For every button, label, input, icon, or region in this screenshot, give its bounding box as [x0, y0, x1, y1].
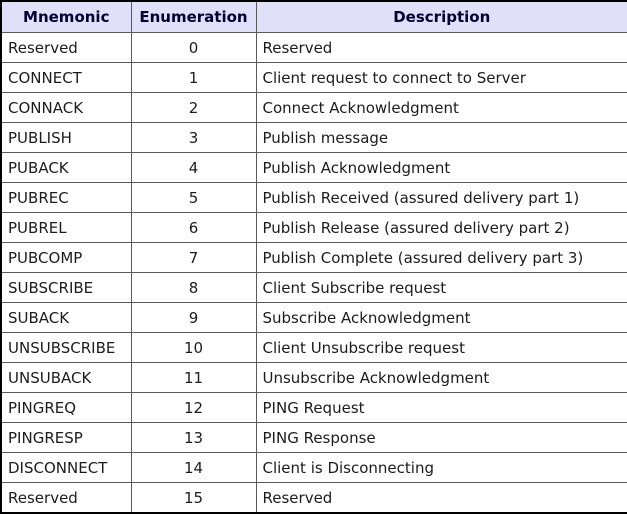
- description-cell: Publish message: [255, 122, 627, 153]
- enumeration-cell: 0: [130, 32, 257, 63]
- mnemonic-cell: PUBREC: [0, 182, 132, 213]
- table-row: CONNACK 2 Connect Acknowledgment: [0, 92, 627, 123]
- mnemonic-cell: SUBACK: [0, 302, 132, 333]
- table-row: SUBACK 9 Subscribe Acknowledgment: [0, 302, 627, 333]
- enumeration-cell: 11: [130, 362, 257, 393]
- description-cell: Unsubscribe Acknowledgment: [255, 362, 627, 393]
- mnemonic-cell: CONNECT: [0, 62, 132, 93]
- mnemonic-cell: CONNACK: [0, 92, 132, 123]
- enumeration-cell: 5: [130, 182, 257, 213]
- table-row: UNSUBSCRIBE 10 Client Unsubscribe reques…: [0, 332, 627, 363]
- column-header-mnemonic: Mnemonic: [0, 0, 132, 33]
- table-row: DISCONNECT 14 Client is Disconnecting: [0, 452, 627, 483]
- description-cell: PING Request: [255, 392, 627, 423]
- table-row: Reserved 0 Reserved: [0, 32, 627, 63]
- description-cell: Client Subscribe request: [255, 272, 627, 303]
- mnemonic-cell: Reserved: [0, 482, 132, 514]
- mnemonic-cell: PINGREQ: [0, 392, 132, 423]
- table-row: PUBREC 5 Publish Received (assured deliv…: [0, 182, 627, 213]
- enumeration-cell: 10: [130, 332, 257, 363]
- table-row: PUBREL 6 Publish Release (assured delive…: [0, 212, 627, 243]
- enumeration-cell: 15: [130, 482, 257, 514]
- enumeration-cell: 6: [130, 212, 257, 243]
- description-cell: Client request to connect to Server: [255, 62, 627, 93]
- table-row: PUBLISH 3 Publish message: [0, 122, 627, 153]
- mnemonic-cell: PINGRESP: [0, 422, 132, 453]
- table-row: UNSUBACK 11 Unsubscribe Acknowledgment: [0, 362, 627, 393]
- enumeration-cell: 3: [130, 122, 257, 153]
- description-cell: Connect Acknowledgment: [255, 92, 627, 123]
- mnemonic-cell: PUBLISH: [0, 122, 132, 153]
- description-cell: Publish Release (assured delivery part 2…: [255, 212, 627, 243]
- enumeration-cell: 9: [130, 302, 257, 333]
- description-cell: Publish Acknowledgment: [255, 152, 627, 183]
- enumeration-cell: 1: [130, 62, 257, 93]
- table-body: Reserved 0 Reserved CONNECT 1 Client req…: [0, 32, 627, 514]
- mnemonic-cell: PUBACK: [0, 152, 132, 183]
- enumeration-cell: 13: [130, 422, 257, 453]
- enumeration-cell: 12: [130, 392, 257, 423]
- table-row: PINGREQ 12 PING Request: [0, 392, 627, 423]
- enumeration-cell: 2: [130, 92, 257, 123]
- enumeration-cell: 14: [130, 452, 257, 483]
- table-row: CONNECT 1 Client request to connect to S…: [0, 62, 627, 93]
- table-row: PUBCOMP 7 Publish Complete (assured deli…: [0, 242, 627, 273]
- mnemonic-cell: PUBCOMP: [0, 242, 132, 273]
- enumeration-cell: 8: [130, 272, 257, 303]
- description-cell: Publish Received (assured delivery part …: [255, 182, 627, 213]
- description-cell: Reserved: [255, 32, 627, 63]
- mnemonic-cell: Reserved: [0, 32, 132, 63]
- description-cell: Client Unsubscribe request: [255, 332, 627, 363]
- column-header-description: Description: [255, 0, 627, 33]
- enumeration-cell: 4: [130, 152, 257, 183]
- description-cell: Publish Complete (assured delivery part …: [255, 242, 627, 273]
- description-cell: Client is Disconnecting: [255, 452, 627, 483]
- header-row: Mnemonic Enumeration Description: [0, 0, 627, 33]
- mnemonic-cell: UNSUBACK: [0, 362, 132, 393]
- enumeration-cell: 7: [130, 242, 257, 273]
- description-cell: Reserved: [255, 482, 627, 514]
- description-cell: Subscribe Acknowledgment: [255, 302, 627, 333]
- mnemonic-cell: PUBREL: [0, 212, 132, 243]
- table-row: PINGRESP 13 PING Response: [0, 422, 627, 453]
- description-cell: PING Response: [255, 422, 627, 453]
- mnemonic-cell: DISCONNECT: [0, 452, 132, 483]
- column-header-enumeration: Enumeration: [130, 0, 257, 33]
- table-row: SUBSCRIBE 8 Client Subscribe request: [0, 272, 627, 303]
- table-row: PUBACK 4 Publish Acknowledgment: [0, 152, 627, 183]
- table-row: Reserved 15 Reserved: [0, 482, 627, 514]
- mnemonic-cell: UNSUBSCRIBE: [0, 332, 132, 363]
- mnemonic-cell: SUBSCRIBE: [0, 272, 132, 303]
